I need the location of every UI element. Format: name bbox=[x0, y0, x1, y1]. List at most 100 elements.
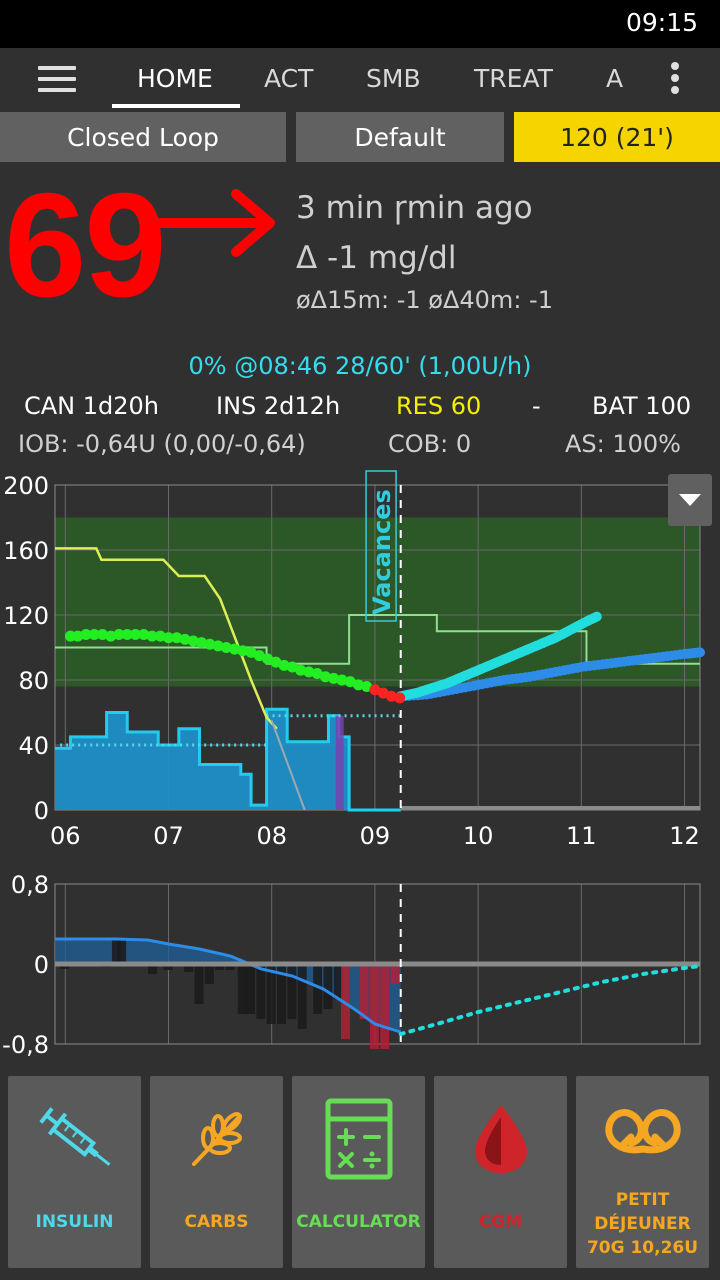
prediction-point bbox=[591, 611, 602, 622]
x-tick-label: 07 bbox=[153, 822, 184, 850]
activity-bar bbox=[184, 964, 194, 972]
glucose-point bbox=[344, 676, 356, 688]
bg-chart[interactable]: 200 160 120 80 40 006 07 08 09 10 11 12 Vacances bbox=[0, 470, 720, 860]
glucose-point bbox=[270, 656, 282, 668]
glucose-point bbox=[369, 684, 381, 696]
activity-bar bbox=[333, 964, 343, 999]
glucose-point bbox=[394, 692, 406, 704]
y-tick-label: 0 bbox=[34, 951, 49, 979]
y-tick-label: 80 bbox=[18, 667, 49, 695]
bg-avg-delta: øΔ15m: -1 øΔ40m: -1 bbox=[296, 286, 553, 314]
activity-bar bbox=[215, 964, 225, 970]
battery-level: BAT 100 bbox=[592, 392, 692, 420]
x-tick-label: 11 bbox=[566, 822, 597, 850]
tab-act[interactable]: ACT bbox=[264, 64, 314, 93]
activity-bar bbox=[341, 964, 351, 1039]
activity-bar bbox=[369, 964, 379, 1049]
cgm-button[interactable]: CGM bbox=[434, 1076, 567, 1268]
activity-bar bbox=[297, 964, 307, 1029]
status-separator: - bbox=[532, 392, 541, 420]
activity-bar bbox=[277, 964, 287, 1024]
glucose-point bbox=[80, 629, 92, 640]
activity-bar bbox=[246, 964, 256, 1014]
activity-bar bbox=[225, 964, 235, 970]
y-tick-label: 40 bbox=[18, 732, 49, 760]
bg-time-ago: 3 min ɼmin ago bbox=[296, 190, 533, 226]
glucose-point bbox=[295, 664, 307, 676]
activity-bar bbox=[111, 939, 121, 964]
iob-value: IOB: -0,64U (0,00/-0,64) bbox=[18, 430, 306, 458]
tab-bar: HOME ACT SMB TREAT A bbox=[0, 48, 720, 112]
tab-home[interactable]: HOME bbox=[137, 64, 213, 93]
status-bar: 09:15 bbox=[0, 0, 720, 48]
glucose-point bbox=[361, 681, 373, 692]
bg-delta: Δ -1 mg/dl bbox=[296, 240, 457, 276]
glucose-point bbox=[72, 630, 84, 642]
activity-bar bbox=[266, 964, 276, 1024]
quick-wizard-label-line2: DÉJEUNER bbox=[594, 1214, 691, 1234]
cgm-label: CGM bbox=[478, 1212, 523, 1232]
tab-a[interactable]: A bbox=[606, 64, 624, 93]
glucose-point bbox=[179, 633, 191, 645]
glucose-point bbox=[163, 632, 175, 644]
tab-smb[interactable]: SMB bbox=[366, 64, 421, 93]
y-tick-label: 160 bbox=[3, 537, 49, 565]
calculator-button[interactable]: CALCULATOR bbox=[292, 1076, 425, 1268]
glucose-point bbox=[377, 687, 389, 699]
profile-button[interactable]: Default bbox=[296, 112, 504, 162]
activity-bar bbox=[117, 939, 127, 964]
quick-wizard-button[interactable]: PETIT DÉJEUNER 70G 10,26U bbox=[576, 1076, 709, 1268]
glucose-point bbox=[385, 690, 397, 702]
loop-mode-button[interactable]: Closed Loop bbox=[0, 112, 286, 162]
glucose-point bbox=[229, 643, 241, 655]
menu-icon[interactable] bbox=[38, 66, 76, 94]
activity-bar bbox=[323, 964, 333, 1009]
glucose-point bbox=[311, 668, 323, 679]
x-tick-label: 09 bbox=[360, 822, 391, 850]
activity-bar bbox=[148, 964, 158, 974]
prediction-point bbox=[695, 647, 705, 658]
carbs-button[interactable]: CARBS bbox=[150, 1076, 283, 1268]
y-tick-label: -0,8 bbox=[2, 1031, 49, 1059]
activity-bar bbox=[359, 964, 369, 1019]
trend-arrow-icon bbox=[158, 189, 275, 257]
temp-target-button[interactable]: 120 (21') bbox=[514, 112, 720, 162]
y-tick-label: 120 bbox=[3, 602, 49, 630]
glucose-point bbox=[220, 642, 232, 653]
glucose-point bbox=[336, 674, 348, 686]
x-tick-label: 10 bbox=[463, 822, 494, 850]
quick-wizard-label: PETIT DÉJEUNER 70G 10,26U bbox=[576, 1188, 709, 1260]
activity-line bbox=[55, 547, 278, 730]
glucose-point bbox=[146, 630, 158, 642]
wheat-icon bbox=[191, 1112, 242, 1166]
activity-bar bbox=[237, 964, 247, 1014]
insulin-age: INS 2d12h bbox=[216, 392, 341, 420]
temp-basal[interactable]: 0% @08:46 28/60' (1,00U/h) bbox=[188, 352, 532, 380]
activity-bar bbox=[194, 964, 204, 1004]
iob-chart[interactable]: 0,8 0 -0,8 bbox=[0, 870, 720, 1060]
autosens-value: AS: 100% bbox=[565, 430, 681, 458]
glucose-point bbox=[171, 632, 183, 644]
status-time: 09:15 bbox=[625, 8, 698, 37]
calculator-icon bbox=[325, 1098, 392, 1180]
insulin-label: INSULIN bbox=[35, 1212, 114, 1232]
cob-value: COB: 0 bbox=[388, 430, 472, 458]
active-tab-indicator bbox=[112, 104, 240, 108]
tab-treat[interactable]: TREAT bbox=[474, 64, 553, 93]
overflow-menu-icon[interactable] bbox=[671, 62, 681, 98]
chart-options-dropdown[interactable] bbox=[668, 474, 712, 526]
activity-bar bbox=[287, 964, 297, 1019]
quick-wizard-label-line3: 70G 10,26U bbox=[586, 1238, 699, 1258]
activity-bar bbox=[163, 964, 173, 970]
activity-bar bbox=[380, 964, 390, 1049]
glucose-point bbox=[237, 645, 249, 657]
glucose-point bbox=[286, 661, 298, 673]
glucose-point bbox=[328, 672, 340, 684]
glucose-point bbox=[196, 637, 208, 649]
x-tick-label: 08 bbox=[256, 822, 287, 850]
glucose-point bbox=[88, 629, 100, 640]
glucose-point bbox=[204, 638, 216, 650]
insulin-button[interactable]: INSULIN bbox=[8, 1076, 141, 1268]
activity-bar bbox=[390, 964, 400, 984]
glucose-point bbox=[129, 629, 141, 640]
